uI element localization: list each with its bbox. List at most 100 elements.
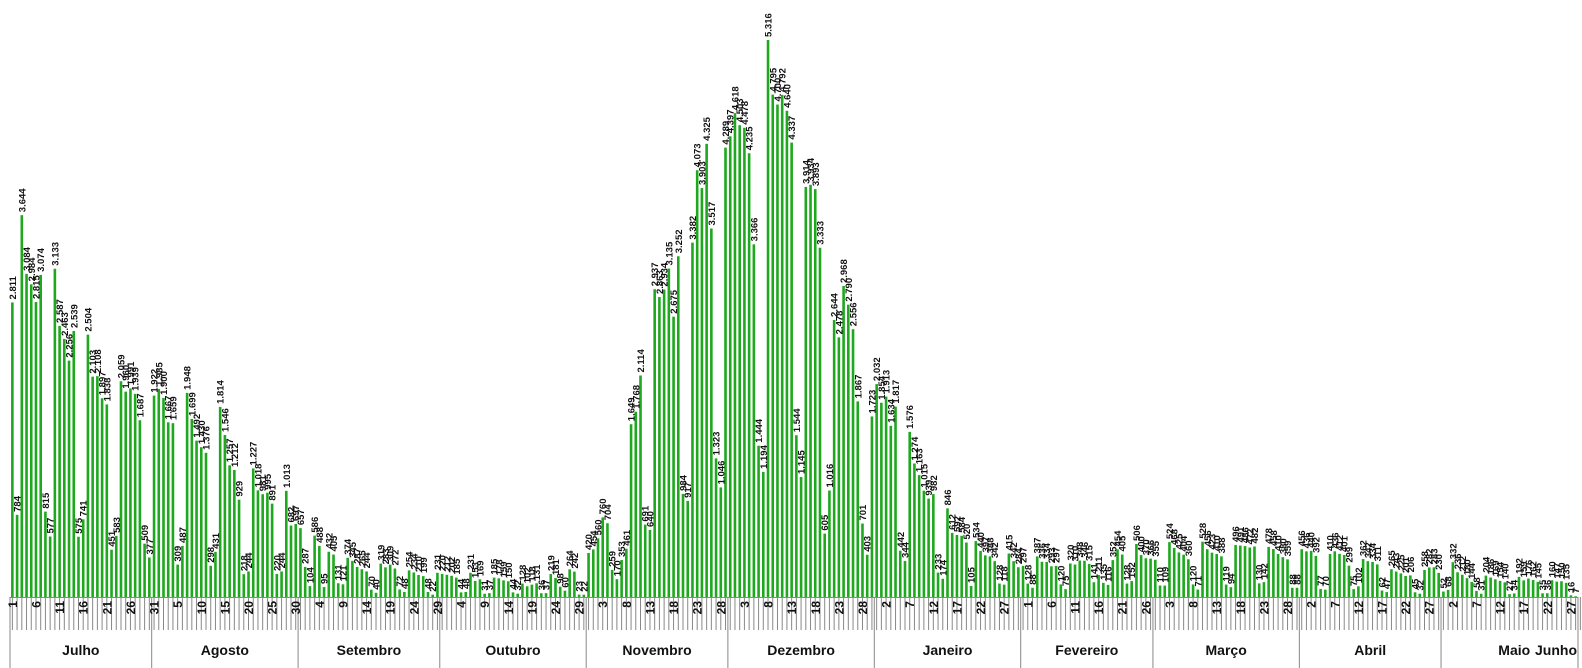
value-label: 405 bbox=[1118, 535, 1129, 552]
value-label: 94 bbox=[1226, 573, 1237, 584]
value-label: 2.811 bbox=[8, 276, 19, 300]
bar bbox=[894, 406, 897, 597]
value-label: 75 bbox=[1349, 575, 1360, 586]
bar bbox=[91, 376, 94, 597]
bar bbox=[1371, 562, 1374, 597]
value-label: 120 bbox=[1056, 566, 1067, 582]
bar bbox=[1366, 561, 1370, 597]
value-label: 185 bbox=[452, 558, 463, 575]
bar bbox=[1380, 590, 1384, 597]
bar bbox=[1361, 559, 1365, 597]
bar bbox=[946, 508, 949, 597]
bar bbox=[724, 147, 727, 598]
bar bbox=[1139, 555, 1143, 597]
bar bbox=[1068, 563, 1072, 597]
value-label: 1.444 bbox=[754, 418, 765, 442]
bar bbox=[1045, 562, 1048, 597]
value-label: 142 bbox=[1259, 563, 1270, 579]
value-label: 60 bbox=[560, 577, 571, 588]
bar bbox=[554, 578, 557, 597]
value-label: 118 bbox=[1000, 566, 1011, 581]
value-label: 7 bbox=[1571, 588, 1582, 593]
value-label: 332 bbox=[1448, 543, 1459, 559]
value-label: 220 bbox=[272, 555, 283, 571]
value-label: 283 bbox=[381, 548, 392, 564]
tick-label: 13 bbox=[1210, 601, 1224, 615]
value-label: 440 bbox=[1307, 532, 1318, 548]
bar bbox=[199, 447, 203, 597]
value-label: 929 bbox=[235, 481, 246, 497]
bar bbox=[1125, 583, 1129, 597]
value-label: 242 bbox=[570, 553, 581, 569]
value-label: 4.795 bbox=[768, 67, 779, 91]
value-label: 3.133 bbox=[50, 242, 61, 266]
value-label: 1.667 bbox=[164, 396, 175, 420]
bar bbox=[483, 593, 486, 597]
value-label: 140 bbox=[1500, 563, 1511, 579]
bar bbox=[72, 330, 76, 597]
value-label: 3.644 bbox=[17, 188, 28, 212]
tick-label: 7 bbox=[903, 601, 917, 608]
value-label: 3.934 bbox=[806, 157, 817, 181]
value-label: 362 bbox=[1359, 540, 1370, 556]
bar bbox=[455, 577, 458, 597]
value-label: 440 bbox=[976, 532, 987, 548]
value-label: 243 bbox=[1392, 553, 1403, 569]
bar bbox=[591, 549, 595, 597]
value-label: 2.556 bbox=[849, 302, 860, 326]
value-label: 682 bbox=[287, 507, 298, 523]
value-label: 162 bbox=[1529, 561, 1540, 577]
bar bbox=[157, 389, 161, 597]
bar bbox=[1087, 563, 1091, 597]
bar bbox=[941, 578, 945, 597]
value-label: 342 bbox=[1363, 542, 1374, 558]
value-label: 2.463 bbox=[60, 312, 71, 336]
value-label: 403 bbox=[863, 536, 874, 552]
value-label: 121 bbox=[338, 565, 349, 582]
value-label: 2.108 bbox=[93, 349, 104, 373]
value-label: 431 bbox=[211, 532, 222, 549]
value-label: 491 bbox=[1236, 526, 1247, 543]
bar bbox=[450, 575, 453, 597]
value-label: 272 bbox=[390, 550, 401, 566]
value-label: 62 bbox=[1378, 577, 1389, 588]
bar bbox=[171, 423, 175, 597]
value-label: 1.854 bbox=[877, 375, 888, 399]
value-label: 355 bbox=[1151, 540, 1162, 557]
bar bbox=[1205, 549, 1209, 597]
value-label: 150 bbox=[504, 562, 515, 578]
bar bbox=[181, 545, 184, 597]
bar bbox=[870, 416, 874, 597]
bar bbox=[15, 514, 19, 597]
bar bbox=[1201, 541, 1204, 597]
value-label: 4.289 bbox=[721, 121, 732, 145]
value-label: 170 bbox=[612, 560, 623, 576]
bar bbox=[1163, 585, 1167, 597]
bar bbox=[1347, 565, 1351, 597]
bar bbox=[1498, 580, 1502, 597]
value-label: 784 bbox=[13, 495, 24, 512]
bar bbox=[166, 422, 170, 597]
value-label: 22 bbox=[428, 581, 439, 592]
bar bbox=[1342, 554, 1346, 597]
bar bbox=[308, 586, 312, 597]
bar bbox=[11, 302, 14, 597]
value-label: 293 bbox=[1047, 547, 1058, 563]
value-label: 95 bbox=[320, 573, 331, 584]
value-label: 1.544 bbox=[792, 408, 803, 432]
value-label: 583 bbox=[112, 517, 123, 533]
tick-label: 18 bbox=[809, 601, 823, 615]
value-label: 423 bbox=[1207, 534, 1218, 550]
bar bbox=[1550, 580, 1554, 597]
bar bbox=[1314, 555, 1318, 597]
value-label: 846 bbox=[943, 490, 954, 506]
value-label: 1.939 bbox=[131, 367, 142, 391]
bar bbox=[1272, 549, 1275, 597]
value-label: 102 bbox=[1354, 567, 1365, 583]
bar bbox=[275, 573, 279, 597]
value-label: 2.032 bbox=[872, 357, 883, 381]
tick-label: 3 bbox=[596, 601, 610, 608]
bar bbox=[303, 566, 307, 597]
bar bbox=[1102, 582, 1105, 597]
value-label: 202 bbox=[447, 557, 458, 573]
